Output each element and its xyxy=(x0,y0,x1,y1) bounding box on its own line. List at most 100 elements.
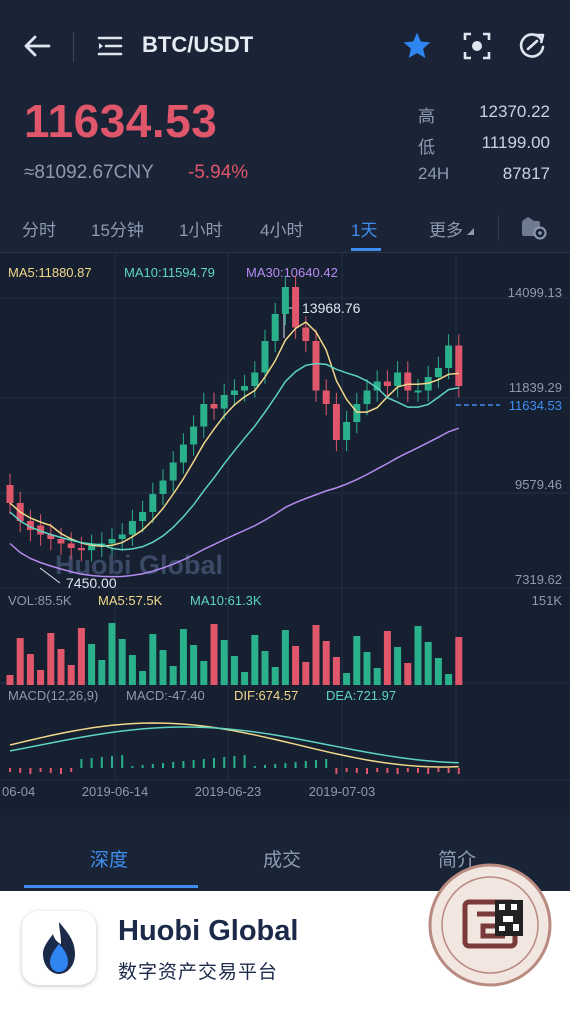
volume-ma5-legend: MA5:57.5K xyxy=(98,593,163,608)
tab-more[interactable]: 更多 xyxy=(429,221,463,240)
macd-bar xyxy=(325,759,328,768)
macd-bar xyxy=(192,760,195,768)
macd-bar xyxy=(396,768,399,774)
macd-bar xyxy=(70,768,73,772)
tab-4hour[interactable]: 4小时 xyxy=(260,221,304,240)
back-arrow-icon[interactable] xyxy=(20,28,54,64)
macd-bar xyxy=(315,760,317,768)
dea-line xyxy=(9,726,459,764)
tab-15min[interactable]: 15分钟 xyxy=(91,221,144,240)
candle-body xyxy=(149,494,157,512)
ticker-panel: 11634.53 ≈81092.67CNY -5.94% 高 12370.22 … xyxy=(0,92,570,202)
volume-bar xyxy=(190,645,198,685)
timeframe-tabs: 分时 15分钟 1小时 4小时 1天 更多 xyxy=(0,202,570,253)
menu-list-icon[interactable] xyxy=(94,28,126,64)
low-value: 11199.00 xyxy=(481,133,550,152)
macd-bar xyxy=(162,763,164,768)
candle-body xyxy=(455,345,463,386)
date-label-1: 06-04 xyxy=(2,784,35,799)
candle-body xyxy=(88,545,96,551)
volume-bar xyxy=(159,650,167,685)
volume-bar xyxy=(57,649,65,685)
macd-bar xyxy=(172,762,175,768)
kline-chart[interactable]: Huobi Global MA5:11880.87 MA10:11594.79 … xyxy=(0,253,570,813)
volume-bar xyxy=(302,662,310,685)
volume-bar xyxy=(394,647,402,685)
macd-bar xyxy=(447,768,450,773)
candle-body xyxy=(322,390,330,404)
macd-bar xyxy=(49,768,52,773)
volume-bar xyxy=(353,636,361,685)
volume-label: 24H xyxy=(418,164,450,183)
star-icon[interactable] xyxy=(400,28,434,64)
macd-bar xyxy=(284,763,287,768)
volume-bar xyxy=(424,642,432,685)
volume-bar xyxy=(169,666,177,685)
macd-bar xyxy=(355,768,358,773)
price-axis-label-2: 11839.29 xyxy=(509,380,562,395)
volume-bar xyxy=(383,631,391,685)
macd-bar xyxy=(253,766,256,768)
volume-bar xyxy=(281,630,289,685)
candle-body xyxy=(210,404,218,409)
candle-body xyxy=(251,372,259,386)
volume-legend: VOL:85.5K xyxy=(8,593,72,608)
volume-bar xyxy=(343,673,351,685)
change-percent: -5.94% xyxy=(188,162,249,183)
pair-title[interactable]: BTC/USDT xyxy=(142,32,254,57)
huobi-logo-icon xyxy=(22,911,96,985)
volume-bar xyxy=(445,674,453,685)
volume-bar xyxy=(200,661,208,685)
candle-body xyxy=(271,314,279,341)
candle-body xyxy=(241,386,249,391)
ma5-legend: MA5:11880.87 xyxy=(8,265,92,280)
macd-bar xyxy=(90,758,93,768)
macd-bar xyxy=(366,768,368,774)
candle-body xyxy=(363,390,371,404)
candle-body xyxy=(373,381,381,391)
tab-depth[interactable]: 深度 xyxy=(90,850,129,871)
candle-body xyxy=(200,404,208,427)
current-price-label: 11634.53 xyxy=(509,398,562,413)
refresh-icon[interactable] xyxy=(515,28,549,64)
ma30-legend: MA30:10640.42 xyxy=(246,265,338,280)
volume-bar xyxy=(404,663,412,685)
tab-trades[interactable]: 成交 xyxy=(263,850,302,871)
tab-timeline[interactable]: 分时 xyxy=(22,221,56,240)
kline-chart-svg: Huobi Global MA5:11880.87 MA10:11594.79 … xyxy=(0,253,570,799)
volume-bar xyxy=(179,629,187,685)
macd-bar xyxy=(243,755,246,768)
candle-body xyxy=(37,525,45,535)
header-divider xyxy=(73,32,74,62)
date-label-2: 2019-06-14 xyxy=(82,784,149,799)
macd-bar xyxy=(335,768,338,774)
macd-bar xyxy=(131,766,134,768)
macd-bar xyxy=(213,758,215,768)
tab-1day[interactable]: 1天 xyxy=(351,221,378,240)
chart-settings-icon[interactable] xyxy=(520,215,548,246)
volume-bar xyxy=(47,633,55,685)
candle-body xyxy=(47,534,55,539)
macd-bar xyxy=(417,768,419,773)
candle-body xyxy=(353,404,361,422)
candle-body xyxy=(261,341,269,373)
volume-bar xyxy=(128,655,136,685)
volume-bar xyxy=(322,641,330,685)
tab-intro[interactable]: 简介 xyxy=(438,850,477,871)
min-marker-line xyxy=(39,567,61,584)
high-label: 高 xyxy=(418,107,435,126)
volume-bar xyxy=(220,640,228,685)
volume-bar xyxy=(139,671,147,685)
macd-params-legend: MACD(12,26,9) xyxy=(8,688,98,703)
macd-bar xyxy=(182,761,185,768)
tab-1hour[interactable]: 1小时 xyxy=(179,221,223,240)
macd-bar xyxy=(437,768,440,772)
screenshot-icon[interactable] xyxy=(460,28,494,64)
macd-bar xyxy=(274,764,277,768)
candle-body xyxy=(57,539,65,544)
volume-bar xyxy=(292,646,300,685)
macd-bar xyxy=(294,762,297,768)
date-label-4: 2019-07-03 xyxy=(309,784,376,799)
macd-bar xyxy=(406,768,409,772)
volume-bar xyxy=(77,628,85,685)
